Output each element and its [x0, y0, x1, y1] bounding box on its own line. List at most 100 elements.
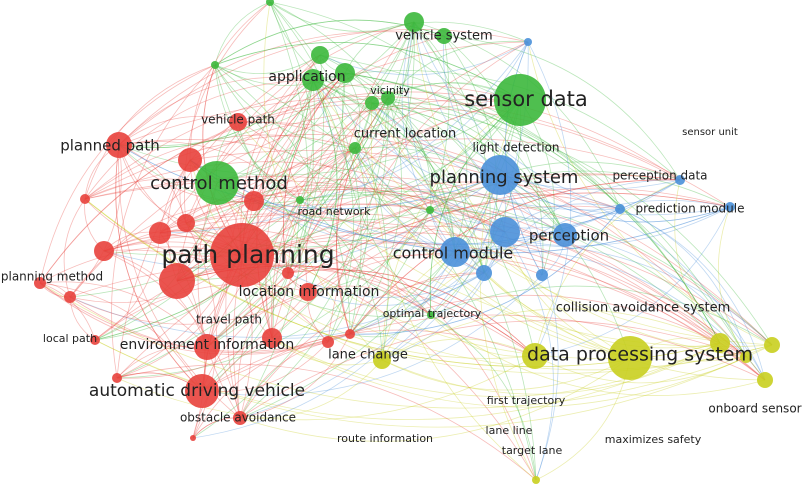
edge [319, 54, 721, 344]
edge [206, 79, 315, 348]
edge [381, 174, 501, 361]
node-circle [311, 46, 329, 64]
edge [214, 64, 537, 481]
edge [504, 231, 554, 481]
labels: vehicle system sensor data application vici… [1, 29, 802, 458]
node-label: target lane [502, 444, 563, 457]
edge [344, 72, 456, 253]
node-label: travel path [196, 313, 262, 327]
node-label: planning method [1, 270, 103, 284]
edge [371, 101, 621, 210]
edge [381, 342, 721, 395]
node-circle [427, 311, 435, 319]
edge [118, 141, 301, 201]
edge [206, 21, 415, 348]
edge [354, 147, 456, 253]
edge [118, 77, 314, 146]
edge [237, 272, 289, 419]
edge [381, 231, 506, 361]
node-circle [296, 196, 304, 204]
edge [239, 1, 309, 419]
edge [94, 339, 721, 421]
edge [103, 250, 241, 419]
edge [103, 174, 501, 271]
edge [349, 35, 450, 335]
node-circle [195, 161, 239, 205]
node-circle [266, 0, 274, 6]
edge [214, 64, 346, 86]
edge [349, 99, 521, 335]
node-circle [335, 63, 355, 83]
edge [159, 188, 506, 234]
node-label: road network [298, 205, 372, 218]
node-label: planned path [60, 137, 160, 155]
edge [118, 79, 314, 148]
node-circle [757, 372, 773, 388]
node-label: path planning [161, 240, 334, 269]
edge [371, 102, 566, 236]
edge [307, 272, 485, 306]
node-circle [349, 142, 361, 154]
node-label: first trajectory [487, 394, 566, 407]
edge [564, 234, 766, 381]
edge [349, 97, 402, 335]
node-circle [440, 237, 470, 267]
edge [269, 1, 566, 236]
edge [349, 174, 501, 335]
edge [349, 294, 747, 358]
edge [443, 35, 544, 276]
edge [185, 185, 431, 224]
edge [239, 174, 501, 419]
edge [176, 79, 314, 282]
edge [239, 359, 383, 419]
node-circle [302, 69, 324, 91]
edge [216, 21, 415, 184]
edge [118, 144, 501, 210]
edge [381, 234, 566, 361]
edge [499, 174, 766, 381]
edge [69, 200, 255, 298]
edge [287, 269, 536, 357]
edge [185, 222, 217, 439]
edge [381, 357, 631, 391]
edge [387, 40, 529, 99]
edge [271, 337, 383, 366]
edge [214, 54, 321, 74]
edge [118, 31, 445, 146]
edge [619, 208, 747, 358]
node-circle [710, 333, 730, 353]
edge [381, 308, 721, 361]
edge [354, 147, 621, 220]
edge [116, 363, 537, 481]
edge [312, 79, 536, 357]
edge [349, 208, 621, 335]
edge [430, 314, 537, 481]
edge [299, 190, 773, 346]
edge [327, 174, 501, 343]
edge [371, 102, 731, 216]
edge [206, 192, 731, 348]
edge [263, 1, 383, 361]
edge [84, 83, 521, 200]
edge [307, 285, 432, 316]
node-circle [229, 113, 247, 131]
node-circle [365, 96, 379, 110]
edge [201, 341, 329, 393]
edge [312, 79, 456, 253]
edge [201, 314, 766, 392]
edge [271, 337, 721, 397]
node-label: automatic driving vehicle [89, 381, 305, 401]
edge [214, 64, 356, 149]
edge [619, 208, 766, 381]
edge [84, 79, 314, 200]
edge [287, 254, 766, 381]
node-circle [244, 191, 264, 211]
node-circle [211, 61, 219, 69]
node-label: route information [337, 432, 433, 445]
edge [269, 1, 373, 104]
edge [214, 42, 521, 101]
edge [39, 64, 216, 284]
edge [299, 147, 356, 201]
edge [39, 282, 96, 341]
edge [413, 21, 621, 210]
